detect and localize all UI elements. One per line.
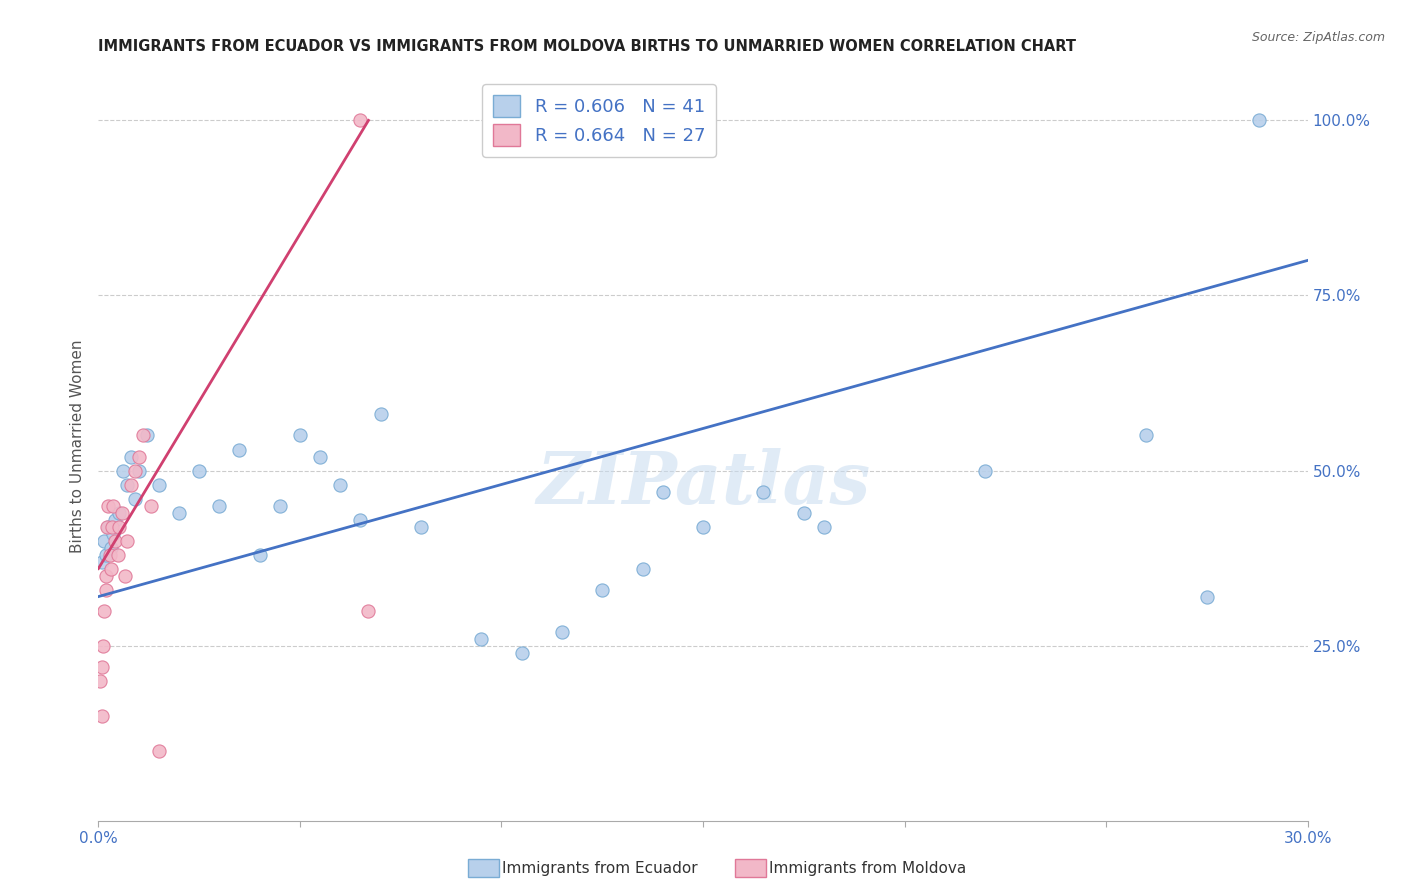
Point [103, 499, 125, 513]
Point [124, 463, 146, 477]
Point [101, 526, 124, 541]
Point [148, 743, 170, 757]
Text: Immigrants from Moldova: Immigrants from Moldova [769, 862, 966, 876]
Point [135, 428, 157, 442]
Point [120, 450, 142, 464]
Point [752, 484, 775, 499]
Point [91, 555, 114, 569]
Y-axis label: Births to Unmarried Women: Births to Unmarried Women [69, 339, 84, 553]
Point [93, 603, 115, 617]
Point [370, 408, 392, 422]
Point [93, 533, 115, 548]
Point [551, 624, 574, 639]
Point [89, 673, 111, 688]
Point [124, 491, 146, 506]
Point [249, 548, 271, 562]
Point [111, 463, 134, 477]
Point [208, 499, 231, 513]
Point [117, 533, 139, 548]
Point [96, 519, 118, 533]
Point [97, 499, 120, 513]
Point [409, 519, 432, 533]
Point [132, 428, 155, 442]
Point [97, 519, 120, 533]
Point [107, 548, 129, 562]
Point [974, 463, 997, 477]
Text: Immigrants from Ecuador: Immigrants from Ecuador [502, 862, 697, 876]
Point [591, 582, 613, 597]
Point [813, 519, 835, 533]
Point [228, 442, 250, 457]
Point [1195, 590, 1218, 604]
Point [692, 519, 714, 533]
Text: ZIPatlas: ZIPatlas [536, 448, 870, 519]
Point [188, 463, 211, 477]
Point [139, 499, 162, 513]
Point [128, 450, 150, 464]
Point [114, 568, 136, 582]
Legend: R = 0.606   N = 41, R = 0.664   N = 27: R = 0.606 N = 41, R = 0.664 N = 27 [482, 84, 716, 157]
Point [91, 639, 114, 653]
Point [94, 568, 117, 582]
Point [103, 512, 125, 526]
Point [120, 477, 142, 491]
Point [115, 477, 138, 491]
Point [651, 484, 673, 499]
Point [128, 463, 150, 477]
Point [510, 646, 533, 660]
Point [329, 477, 352, 491]
Point [107, 506, 129, 520]
Point [111, 506, 134, 520]
Point [349, 113, 371, 128]
Text: IMMIGRANTS FROM ECUADOR VS IMMIGRANTS FROM MOLDOVA BIRTHS TO UNMARRIED WOMEN COR: IMMIGRANTS FROM ECUADOR VS IMMIGRANTS FR… [98, 38, 1077, 54]
Point [104, 533, 127, 548]
Point [148, 477, 170, 491]
Point [100, 541, 122, 555]
Point [96, 548, 118, 562]
Point [357, 603, 380, 617]
Point [269, 499, 291, 513]
Point [631, 561, 654, 575]
Point [288, 428, 311, 442]
Point [470, 632, 492, 646]
Point [309, 450, 332, 464]
Text: Source: ZipAtlas.com: Source: ZipAtlas.com [1251, 31, 1385, 45]
Point [108, 519, 131, 533]
Point [100, 561, 122, 575]
Point [98, 548, 121, 562]
Point [96, 582, 118, 597]
Point [349, 512, 371, 526]
Point [91, 659, 114, 673]
Point [167, 506, 190, 520]
Point [90, 708, 112, 723]
Point [100, 519, 122, 533]
Point [1135, 428, 1157, 442]
Point [793, 506, 815, 520]
Point [1249, 113, 1271, 128]
